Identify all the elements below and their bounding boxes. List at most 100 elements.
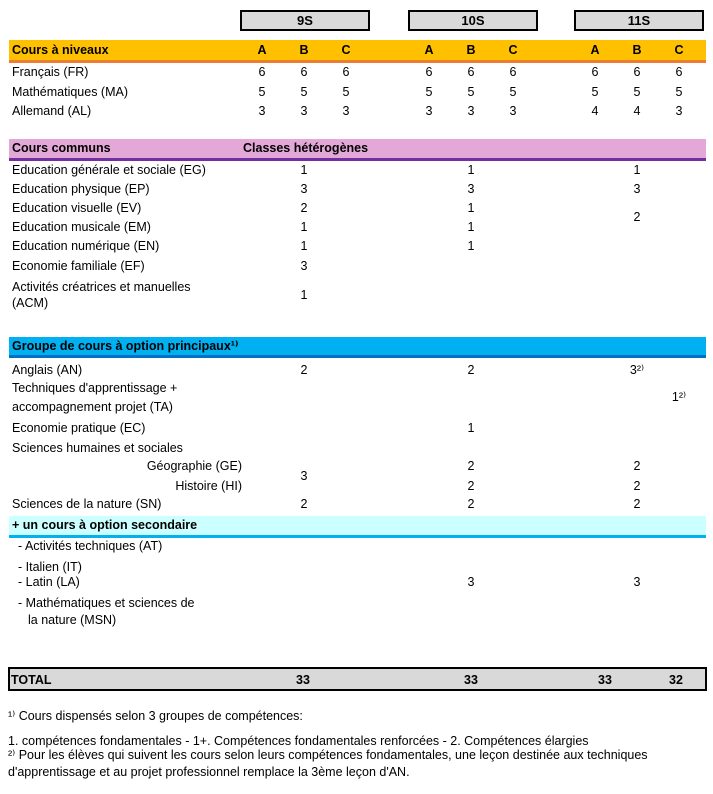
section-band-communs: Cours communs (9, 139, 706, 161)
label-hi: Histoire (HI) (175, 479, 242, 493)
cell-fr-10c: 6 (509, 65, 517, 79)
cell-fr-10a: 6 (425, 65, 433, 79)
cell-ma-11a: 5 (591, 85, 599, 99)
cell-total-11s-ab: 33 (598, 673, 612, 687)
cell-ec-10s: 1 (467, 421, 475, 435)
cell-al-9a: 3 (258, 104, 266, 118)
cell-total-11s-c: 32 (669, 673, 683, 687)
cell-ma-10c: 5 (509, 85, 517, 99)
cell-ge-hi-merged-9s: 3 (300, 469, 308, 483)
cell-la-10s: 3 (467, 575, 475, 589)
cell-al-11b: 4 (633, 104, 641, 118)
cell-total-10s: 33 (464, 673, 478, 687)
cell-ge-10s: 2 (467, 459, 475, 473)
cell-eg-11s: 1 (633, 163, 641, 177)
cell-ev-10s: 1 (467, 201, 475, 215)
label-ef: Economie familiale (EF) (12, 259, 145, 273)
label-ep: Education physique (EP) (12, 182, 150, 196)
footnote-1-list: 1. compétences fondamentales - 1+. Compé… (8, 734, 589, 748)
label-allemand: Allemand (AL) (12, 104, 92, 118)
cell-ma-10a: 5 (425, 85, 433, 99)
cell-ma-9b: 5 (300, 85, 308, 99)
cell-total-9s: 33 (296, 673, 310, 687)
cell-an-9s: 2 (300, 363, 308, 377)
label-eg: Education générale et sociale (EG) (12, 163, 206, 177)
level-10s-a: A (424, 43, 434, 57)
cell-al-9c: 3 (342, 104, 350, 118)
label-it: - Italien (IT) (18, 560, 82, 574)
cell-ev-9s: 2 (300, 201, 308, 215)
total-bar (8, 667, 707, 691)
cell-em-10s: 1 (467, 220, 475, 234)
label-at: - Activités techniques (AT) (18, 539, 163, 553)
cell-eg-9s: 1 (300, 163, 308, 177)
cell-sn-11s: 2 (633, 497, 641, 511)
cell-en-10s: 1 (467, 239, 475, 253)
footnote-1: ¹⁾ Cours dispensés selon 3 groupes de co… (8, 709, 303, 723)
cell-ta-11s: 1²⁾ (671, 390, 687, 404)
cell-sn-10s: 2 (467, 497, 475, 511)
cell-hi-11s: 2 (633, 479, 641, 493)
cell-ep-11s: 3 (633, 182, 641, 196)
section-band-secondaire: + un cours à option secondaire (9, 516, 706, 538)
cell-fr-11a: 6 (591, 65, 599, 79)
cell-al-10c: 3 (509, 104, 517, 118)
section-title-communs: Cours communs (12, 141, 111, 155)
label-acm-line1: Activités créatrices et manuelles (12, 280, 191, 294)
cell-eg-10s: 1 (467, 163, 475, 177)
section-title-options: Groupe de cours à option principaux¹⁾ (12, 339, 239, 353)
label-sn: Sciences de la nature (SN) (12, 497, 162, 511)
label-la: - Latin (LA) (18, 575, 80, 589)
level-10s-c: C (508, 43, 518, 57)
level-9s-c: C (341, 43, 351, 57)
label-ev: Education visuelle (EV) (12, 201, 142, 215)
cell-fr-9b: 6 (300, 65, 308, 79)
cell-fr-9a: 6 (258, 65, 266, 79)
cell-an-11s: 3²⁾ (629, 363, 645, 377)
cell-ma-11b: 5 (633, 85, 641, 99)
grade-header-10s: 10S (408, 10, 538, 31)
cell-al-10a: 3 (425, 104, 433, 118)
label-msn-line1: - Mathématiques et sciences de (18, 596, 195, 610)
cell-ge-11s: 2 (633, 459, 641, 473)
cell-la-11s: 3 (633, 575, 641, 589)
cell-sn-9s: 2 (300, 497, 308, 511)
level-11s-c: C (674, 43, 684, 57)
level-9s-a: A (257, 43, 267, 57)
label-francais: Français (FR) (12, 65, 89, 79)
cell-al-11c: 3 (675, 104, 683, 118)
cell-ma-11c: 5 (675, 85, 683, 99)
cell-ev-em-merged-11s: 2 (633, 210, 641, 224)
footnote-2-line1: ²⁾ Pour les élèves qui suivent les cours… (8, 748, 648, 762)
label-ta-line1: Techniques d'apprentissage + (12, 381, 178, 395)
section-band-niveaux: Cours à niveaux (9, 40, 706, 63)
label-en: Education numérique (EN) (12, 239, 160, 253)
label-ec: Economie pratique (EC) (12, 421, 146, 435)
label-mathematiques: Mathématiques (MA) (12, 85, 129, 99)
section-band-options: Groupe de cours à option principaux¹⁾ (9, 337, 706, 358)
cell-ep-9s: 3 (300, 182, 308, 196)
label-shs: Sciences humaines et sociales (12, 441, 183, 455)
cell-ma-9c: 5 (342, 85, 350, 99)
grade-header-9s: 9S (240, 10, 370, 31)
section-title-niveaux: Cours à niveaux (12, 43, 109, 57)
cell-ef-9s: 3 (300, 259, 308, 273)
cell-al-9b: 3 (300, 104, 308, 118)
cell-ma-9a: 5 (258, 85, 266, 99)
level-11s-b: B (632, 43, 642, 57)
section-title-secondaire: + un cours à option secondaire (12, 518, 198, 532)
cell-al-10b: 3 (467, 104, 475, 118)
cell-en-9s: 1 (300, 239, 308, 253)
cell-ma-10b: 5 (467, 85, 475, 99)
cell-al-11a: 4 (591, 104, 599, 118)
label-ta-line2: accompagnement projet (TA) (12, 400, 173, 414)
label-msn-line2: la nature (MSN) (28, 613, 117, 627)
label-em: Education musicale (EM) (12, 220, 151, 234)
label-ge: Géographie (GE) (146, 459, 242, 473)
level-11s-a: A (590, 43, 600, 57)
cell-ep-10s: 3 (467, 182, 475, 196)
level-10s-b: B (466, 43, 476, 57)
cell-acm-9s: 1 (300, 288, 308, 302)
label-acm-line2: (ACM) (12, 296, 49, 310)
